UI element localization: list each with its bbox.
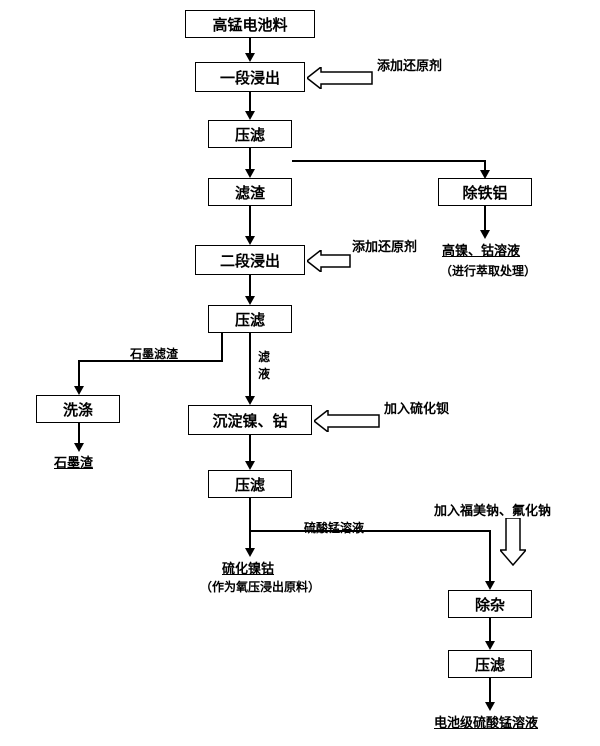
- arrowhead-n12-out: [485, 702, 495, 711]
- edge-n6-h-left: [78, 360, 223, 362]
- arrowhead-to-n10: [480, 170, 490, 179]
- edge-n9-down: [249, 498, 251, 532]
- edge-n5-n6: [249, 275, 251, 298]
- label-add-reductant-2: 添加还原剂: [350, 236, 419, 255]
- arrowhead-n1-n2: [245, 53, 255, 62]
- open-arrow-reductant1: [307, 67, 373, 89]
- label-graphite-slag: 石墨渣: [52, 452, 95, 471]
- node-filter4: 压滤: [448, 650, 532, 678]
- arrowhead-n2-n3: [245, 111, 255, 120]
- arrowhead-to-n11: [485, 581, 495, 590]
- node-stage1-leach: 一段浸出: [195, 62, 305, 92]
- node-wash: 洗涤: [36, 395, 120, 423]
- arrowhead-n10-out: [480, 230, 490, 239]
- edge-to-nicos: [249, 530, 251, 550]
- edge-n6-n8: [249, 333, 251, 398]
- label-ni-co-sulfide-note: （作为氧压浸出原料）: [198, 578, 322, 595]
- edge-n2-n3: [249, 92, 251, 113]
- node-residue: 滤渣: [208, 178, 292, 206]
- edge-split-h: [249, 530, 490, 532]
- label-mn-sulfate: 硫酸锰溶液: [302, 519, 366, 536]
- edge-n6-v-left1: [221, 333, 223, 362]
- label-extract-note: （进行萃取处理）: [438, 262, 538, 279]
- node-remove-impurity: 除杂: [448, 590, 532, 618]
- node-stage2-leach: 二段浸出: [195, 245, 305, 275]
- arrowhead-n4-n5: [245, 236, 255, 245]
- edge-n12-out: [489, 678, 491, 704]
- arrowhead-n6-n8: [245, 396, 255, 405]
- arrowhead-n5-n6: [245, 296, 255, 305]
- open-arrow-bas: [314, 410, 380, 432]
- open-arrow-reductant2: [307, 250, 351, 272]
- edge-to-n11: [489, 530, 491, 583]
- edge-n8-n9: [249, 435, 251, 463]
- node-remove-fe-al: 除铁铝: [438, 178, 532, 206]
- label-ni-co-sulfide: 硫化镍钴: [220, 558, 276, 577]
- edge-n3-h-right: [292, 160, 485, 162]
- edge-n3-n4: [249, 148, 251, 171]
- node-filter3: 压滤: [208, 470, 292, 498]
- edge-n11-n12: [489, 618, 491, 643]
- edge-n7-out: [78, 423, 80, 445]
- node-precipitate-ni-co: 沉淀镍、钴: [188, 405, 312, 435]
- label-add-reductant-1: 添加还原剂: [375, 55, 444, 74]
- label-filtrate-1: 滤: [256, 348, 272, 365]
- label-add-naf: 加入福美钠、氟化钠: [432, 500, 553, 519]
- arrowhead-to-n7: [74, 386, 84, 395]
- arrowhead-n11-n12: [485, 641, 495, 650]
- label-add-bas: 加入硫化钡: [382, 398, 451, 417]
- label-high-ni-co: 高镍、钴溶液: [440, 240, 522, 259]
- edge-n6-v-left2: [78, 360, 80, 388]
- arrowhead-n8-n9: [245, 461, 255, 470]
- edge-n10-out: [484, 206, 486, 232]
- edge-n4-n5: [249, 206, 251, 238]
- open-arrow-naf: [500, 518, 526, 566]
- label-battery-grade: 电池级硫酸锰溶液: [432, 712, 540, 731]
- node-filter2: 压滤: [208, 305, 292, 333]
- node-raw-material: 高锰电池料: [185, 10, 315, 38]
- label-filtrate-2: 液: [256, 365, 272, 382]
- arrowhead-n7-out: [74, 443, 84, 452]
- arrowhead-n3-n4: [245, 169, 255, 178]
- node-filter1: 压滤: [208, 120, 292, 148]
